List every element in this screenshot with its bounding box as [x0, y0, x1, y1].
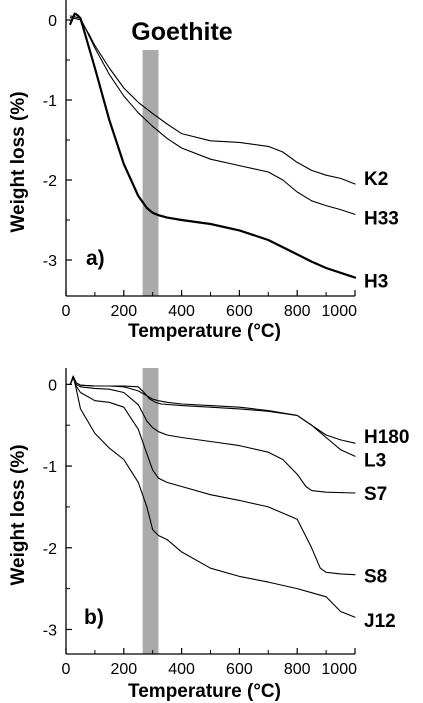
series-label-h3: H3	[364, 272, 388, 293]
y-tick-label: -3	[43, 253, 57, 270]
x-tick-label: 200	[110, 303, 137, 320]
goethite-band-a	[142, 50, 159, 296]
series-label-l3: L3	[364, 450, 386, 471]
series-label-j12: J12	[364, 611, 396, 632]
x-tick-label: 400	[168, 303, 195, 320]
y-tick-label: -3	[43, 622, 57, 639]
x-axis-label: Temperature (°C)	[128, 681, 281, 702]
x-tick-label: 800	[284, 303, 311, 320]
x-tick-label: 0	[62, 661, 71, 678]
series-line-s8	[69, 377, 356, 576]
series-line-s7	[69, 377, 356, 494]
y-tick-label: -1	[43, 459, 57, 476]
goethite-band-label: Goethite	[131, 18, 232, 46]
x-tick-label: 400	[168, 661, 195, 678]
series-line-j12	[69, 375, 356, 618]
x-tick-label: 0	[62, 303, 71, 320]
y-axis-label: Weight loss (%)	[8, 91, 29, 232]
x-axis-label: Temperature (°C)	[128, 321, 281, 342]
y-tick-label: -1	[43, 93, 57, 110]
series-label-k2: K2	[364, 169, 388, 190]
series-line-l3	[69, 375, 356, 457]
y-axis-label: Weight loss (%)	[8, 444, 29, 585]
series-label-h180: H180	[364, 427, 409, 448]
panel-label: a)	[86, 247, 105, 270]
panel-b-chart: 0 -1 -2 -3 0 200 400 600 800 1000 Weight loss (%) T…	[8, 368, 409, 702]
x-tick-label: 1000	[321, 303, 357, 320]
panel-a-chart: 0 -1 -2 -3 0 200 400 600 800 1000 Weight loss (%) T…	[8, 0, 399, 342]
panel-label: b)	[84, 606, 104, 629]
x-tick-label: 600	[226, 661, 253, 678]
x-tick-label: 600	[226, 303, 253, 320]
x-tick-label: 1000	[321, 661, 357, 678]
y-tick-label: -2	[43, 173, 57, 190]
y-tick-label: 0	[48, 377, 57, 394]
series-label-s7: S7	[364, 484, 387, 505]
series-line-h3	[69, 12, 357, 279]
goethite-band-b	[142, 368, 159, 654]
x-tick-label: 200	[110, 661, 137, 678]
y-tick-label: 0	[48, 13, 57, 30]
y-tick-label: -2	[43, 541, 57, 558]
series-label-h33: H33	[364, 208, 399, 229]
x-tick-label: 800	[284, 661, 311, 678]
series-label-s8: S8	[364, 567, 387, 588]
